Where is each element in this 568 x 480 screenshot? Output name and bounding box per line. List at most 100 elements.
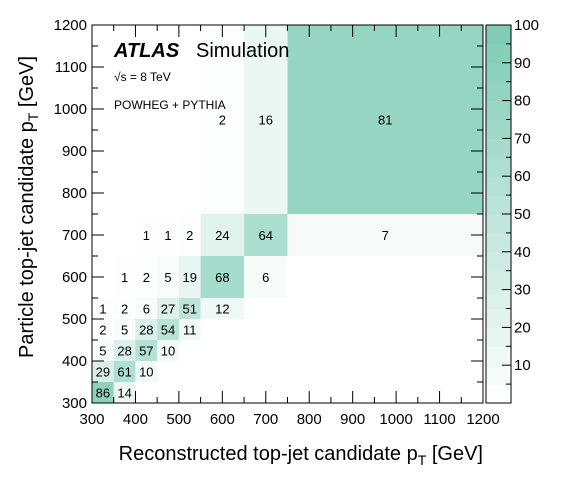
colorbar-tick-label: 100 [514, 17, 539, 34]
heatmap-cell [113, 298, 136, 319]
heatmap-cell-label: 51 [183, 302, 197, 317]
heatmap-cell-label: 2 [121, 302, 128, 317]
colorbar-bands [486, 25, 511, 404]
y-tick-label: 900 [62, 143, 87, 160]
heatmap-cell [113, 256, 136, 298]
heatmap-cell [178, 319, 201, 340]
heatmap-cell [178, 256, 201, 298]
x-axis-tick-labels: 300 400 500 600 700 800 900 1000 1100 1200 [79, 411, 499, 428]
heatmap-cell [200, 298, 245, 319]
heatmap-cell [157, 256, 179, 298]
atlas-label: ATLAS Simulation [113, 40, 289, 62]
heatmap-cell [244, 25, 288, 214]
colorbar-tick-labels: 10 20 30 40 50 60 70 80 90 100 [514, 17, 539, 374]
heatmap-cell-label: 6 [262, 270, 269, 285]
heatmap-cell [92, 298, 114, 319]
heatmap-cell [157, 298, 179, 319]
heatmap-cell-label: 5 [99, 344, 106, 359]
x-tick-label: 500 [166, 411, 191, 428]
heatmap-cell [135, 340, 158, 361]
x-tick-label: 1200 [466, 411, 499, 428]
colorbar-band [486, 289, 511, 309]
heatmap-cell-label: 57 [139, 344, 153, 359]
heatmap-cell [135, 298, 158, 319]
heatmap-cell-label: 28 [117, 344, 131, 359]
colorbar-tick-label: 80 [514, 93, 531, 110]
colorbar-tick-label: 50 [514, 206, 531, 223]
colorbar-tick-label: 40 [514, 244, 531, 261]
colorbar-band [486, 176, 511, 196]
heatmap-cell-label: 19 [183, 270, 197, 285]
x-tick-label: 300 [79, 411, 104, 428]
generator-label: POWHEG + PYTHIA [114, 98, 226, 112]
colorbar-tick-label: 70 [514, 130, 531, 147]
colorbar-tick-label: 20 [514, 319, 531, 336]
colorbar: 10 20 30 40 50 60 70 80 90 100 [485, 17, 539, 404]
heatmap-cell-label: 1 [99, 302, 106, 317]
y-tick-label: 500 [62, 311, 87, 328]
colorbar-band [486, 138, 511, 158]
heatmap-cell-label: 14 [117, 386, 131, 401]
x-tick-label: 400 [123, 411, 148, 428]
heatmap-cell-label: 12 [215, 302, 229, 317]
colorbar-band [486, 308, 511, 328]
colorbar-band [486, 232, 511, 253]
heatmap-cell [92, 319, 114, 340]
colorbar-tick-label: 10 [514, 357, 531, 374]
heatmap-cell-label: 61 [117, 365, 131, 380]
atlas-label-experiment: ATLAS [113, 40, 180, 62]
heatmap-cell-label: 29 [96, 365, 110, 380]
y-tick-label: 1200 [54, 17, 87, 34]
y-axis-title: Particle top-jet candidate pT [GeV] [16, 56, 41, 358]
heatmap-cell-label: 27 [161, 302, 175, 317]
heatmap-cell [244, 256, 288, 298]
heatmap-cell-label: 86 [96, 386, 110, 401]
x-tick-label: 700 [253, 411, 278, 428]
heatmap-cell-label: 2 [219, 113, 226, 128]
heatmap-cell-label: 1 [143, 228, 150, 243]
colorbar-tick-label: 90 [514, 55, 531, 72]
y-tick-label: 400 [62, 353, 87, 370]
heatmap-cell [157, 319, 179, 340]
colorbar-band [486, 251, 511, 272]
heatmap-cell-label: 2 [143, 270, 150, 285]
colorbar-band [486, 365, 511, 385]
axis-ticks [91, 24, 484, 404]
colorbar-band [486, 25, 511, 45]
colorbar-band [486, 384, 511, 404]
heatmap-cell [287, 25, 483, 214]
x-tick-label: 900 [340, 411, 365, 428]
y-tick-label: 800 [62, 185, 87, 202]
colorbar-band [486, 346, 511, 366]
y-axis-tick-labels: 300 400 500 600 700 800 900 1000 1100 1200 [54, 17, 87, 412]
energy-label: √s = 8 TeV [114, 70, 171, 84]
colorbar-band [486, 100, 511, 120]
heatmap-cell [113, 382, 136, 403]
colorbar-band [486, 81, 511, 102]
colorbar-tick-label: 30 [514, 282, 531, 299]
heatmap-cell [113, 340, 136, 361]
heatmap-cell-label: 16 [259, 113, 273, 128]
heatmap-cell [113, 361, 136, 382]
heatmap-cell [178, 214, 201, 256]
heatmap-cell-label: 6 [143, 302, 150, 317]
colorbar-tick-label: 60 [514, 168, 531, 185]
y-tick-label: 1000 [54, 101, 87, 118]
heatmap-cell [135, 319, 158, 340]
y-tick-label: 300 [62, 395, 87, 412]
heatmap-cell [244, 214, 288, 256]
heatmap-cell [92, 361, 114, 382]
heatmap-cell-label: 1 [164, 228, 171, 243]
heatmap-cell-label: 10 [139, 365, 153, 380]
heatmap-cell-label: 28 [139, 323, 153, 338]
heatmap-cells [92, 25, 483, 403]
y-tick-label: 600 [62, 269, 87, 286]
heatmap-cell [157, 214, 179, 256]
colorbar-band [486, 62, 511, 83]
heatmap-cell [200, 25, 245, 214]
x-tick-label: 800 [297, 411, 322, 428]
heatmap-cell-label: 24 [215, 228, 229, 243]
y-tick-label: 1100 [55, 59, 87, 76]
